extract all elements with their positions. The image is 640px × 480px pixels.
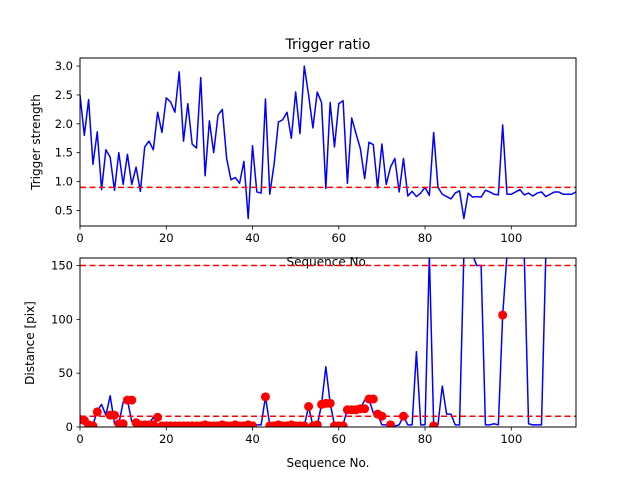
distance-subplot: 0 20 40 60 80 100 0 50 100 150 Sequence No. Dista…	[23, 257, 577, 470]
top-x-tick-label: 20	[159, 231, 174, 245]
bottom-data-point	[368, 394, 378, 404]
bottom-plot-area: 0 20 40 60 80 100 0 50 100 150	[51, 258, 576, 446]
bottom-x-axis-label: Sequence No.	[287, 456, 370, 470]
top-y-tick-label: 2.5	[55, 88, 73, 102]
chart-title: Trigger ratio	[284, 37, 370, 53]
bottom-clipped-content	[80, 258, 576, 427]
top-y-tick-label: 2.0	[55, 117, 73, 131]
top-y-axis-label: Trigger strength	[29, 94, 43, 191]
bottom-data-point	[110, 410, 119, 420]
top-x-tick-label: 60	[331, 231, 346, 245]
bottom-y-axis-label: Distance [pix]	[23, 301, 37, 385]
bottom-data-point	[377, 411, 387, 421]
bottom-x-tick-label: 80	[418, 432, 433, 446]
top-clipped-content	[80, 65, 576, 220]
top-plot-area: 0 20 40 60 80 100 0.5 1.0 1.5 2.0 2.5 3.0	[55, 59, 576, 245]
bottom-data-point	[360, 404, 370, 414]
bottom-data-point	[88, 421, 98, 427]
bottom-axes-frame	[79, 257, 577, 428]
bottom-data-point	[92, 407, 102, 417]
bottom-data-point	[498, 310, 508, 320]
bottom-x-tick-label: 20	[159, 432, 174, 446]
bottom-data-point	[312, 420, 322, 427]
bottom-data-point	[153, 412, 163, 422]
bottom-data-point	[148, 420, 158, 427]
top-x-tick-label: 40	[245, 231, 260, 245]
bottom-x-tick-label: 40	[245, 432, 260, 446]
bottom-data-point	[386, 420, 396, 427]
bottom-data-point	[260, 392, 270, 402]
bottom-data-point	[429, 421, 439, 427]
bottom-data-point	[248, 421, 258, 427]
bottom-y-tick-label: 100	[51, 312, 73, 326]
top-y-tick-label: 1.0	[55, 175, 73, 189]
bottom-data-point	[338, 421, 348, 427]
bottom-data-point	[304, 402, 314, 412]
bottom-y-tick-label: 150	[51, 259, 73, 273]
top-axes-frame	[79, 57, 577, 227]
top-x-tick-label: 100	[500, 231, 522, 245]
bottom-x-tick-label: 100	[500, 432, 522, 446]
top-series-line	[80, 65, 576, 220]
bottom-data-point	[118, 419, 128, 427]
bottom-x-tick-label: 0	[76, 432, 83, 446]
top-y-tick-label: 3.0	[55, 59, 73, 73]
top-x-tick-label: 80	[418, 231, 433, 245]
bottom-x-tick-label: 60	[331, 432, 346, 446]
top-x-tick-label: 0	[76, 231, 83, 245]
bottom-data-point	[325, 398, 335, 408]
bottom-data-point	[127, 395, 137, 405]
bottom-y-tick-label: 0	[66, 420, 73, 434]
bottom-data-point	[299, 421, 309, 427]
top-x-axis-label: Sequence No.	[287, 255, 370, 269]
top-y-tick-label: 0.5	[55, 203, 73, 217]
top-y-tick-label: 1.5	[55, 146, 73, 160]
bottom-y-tick-label: 50	[58, 366, 73, 380]
